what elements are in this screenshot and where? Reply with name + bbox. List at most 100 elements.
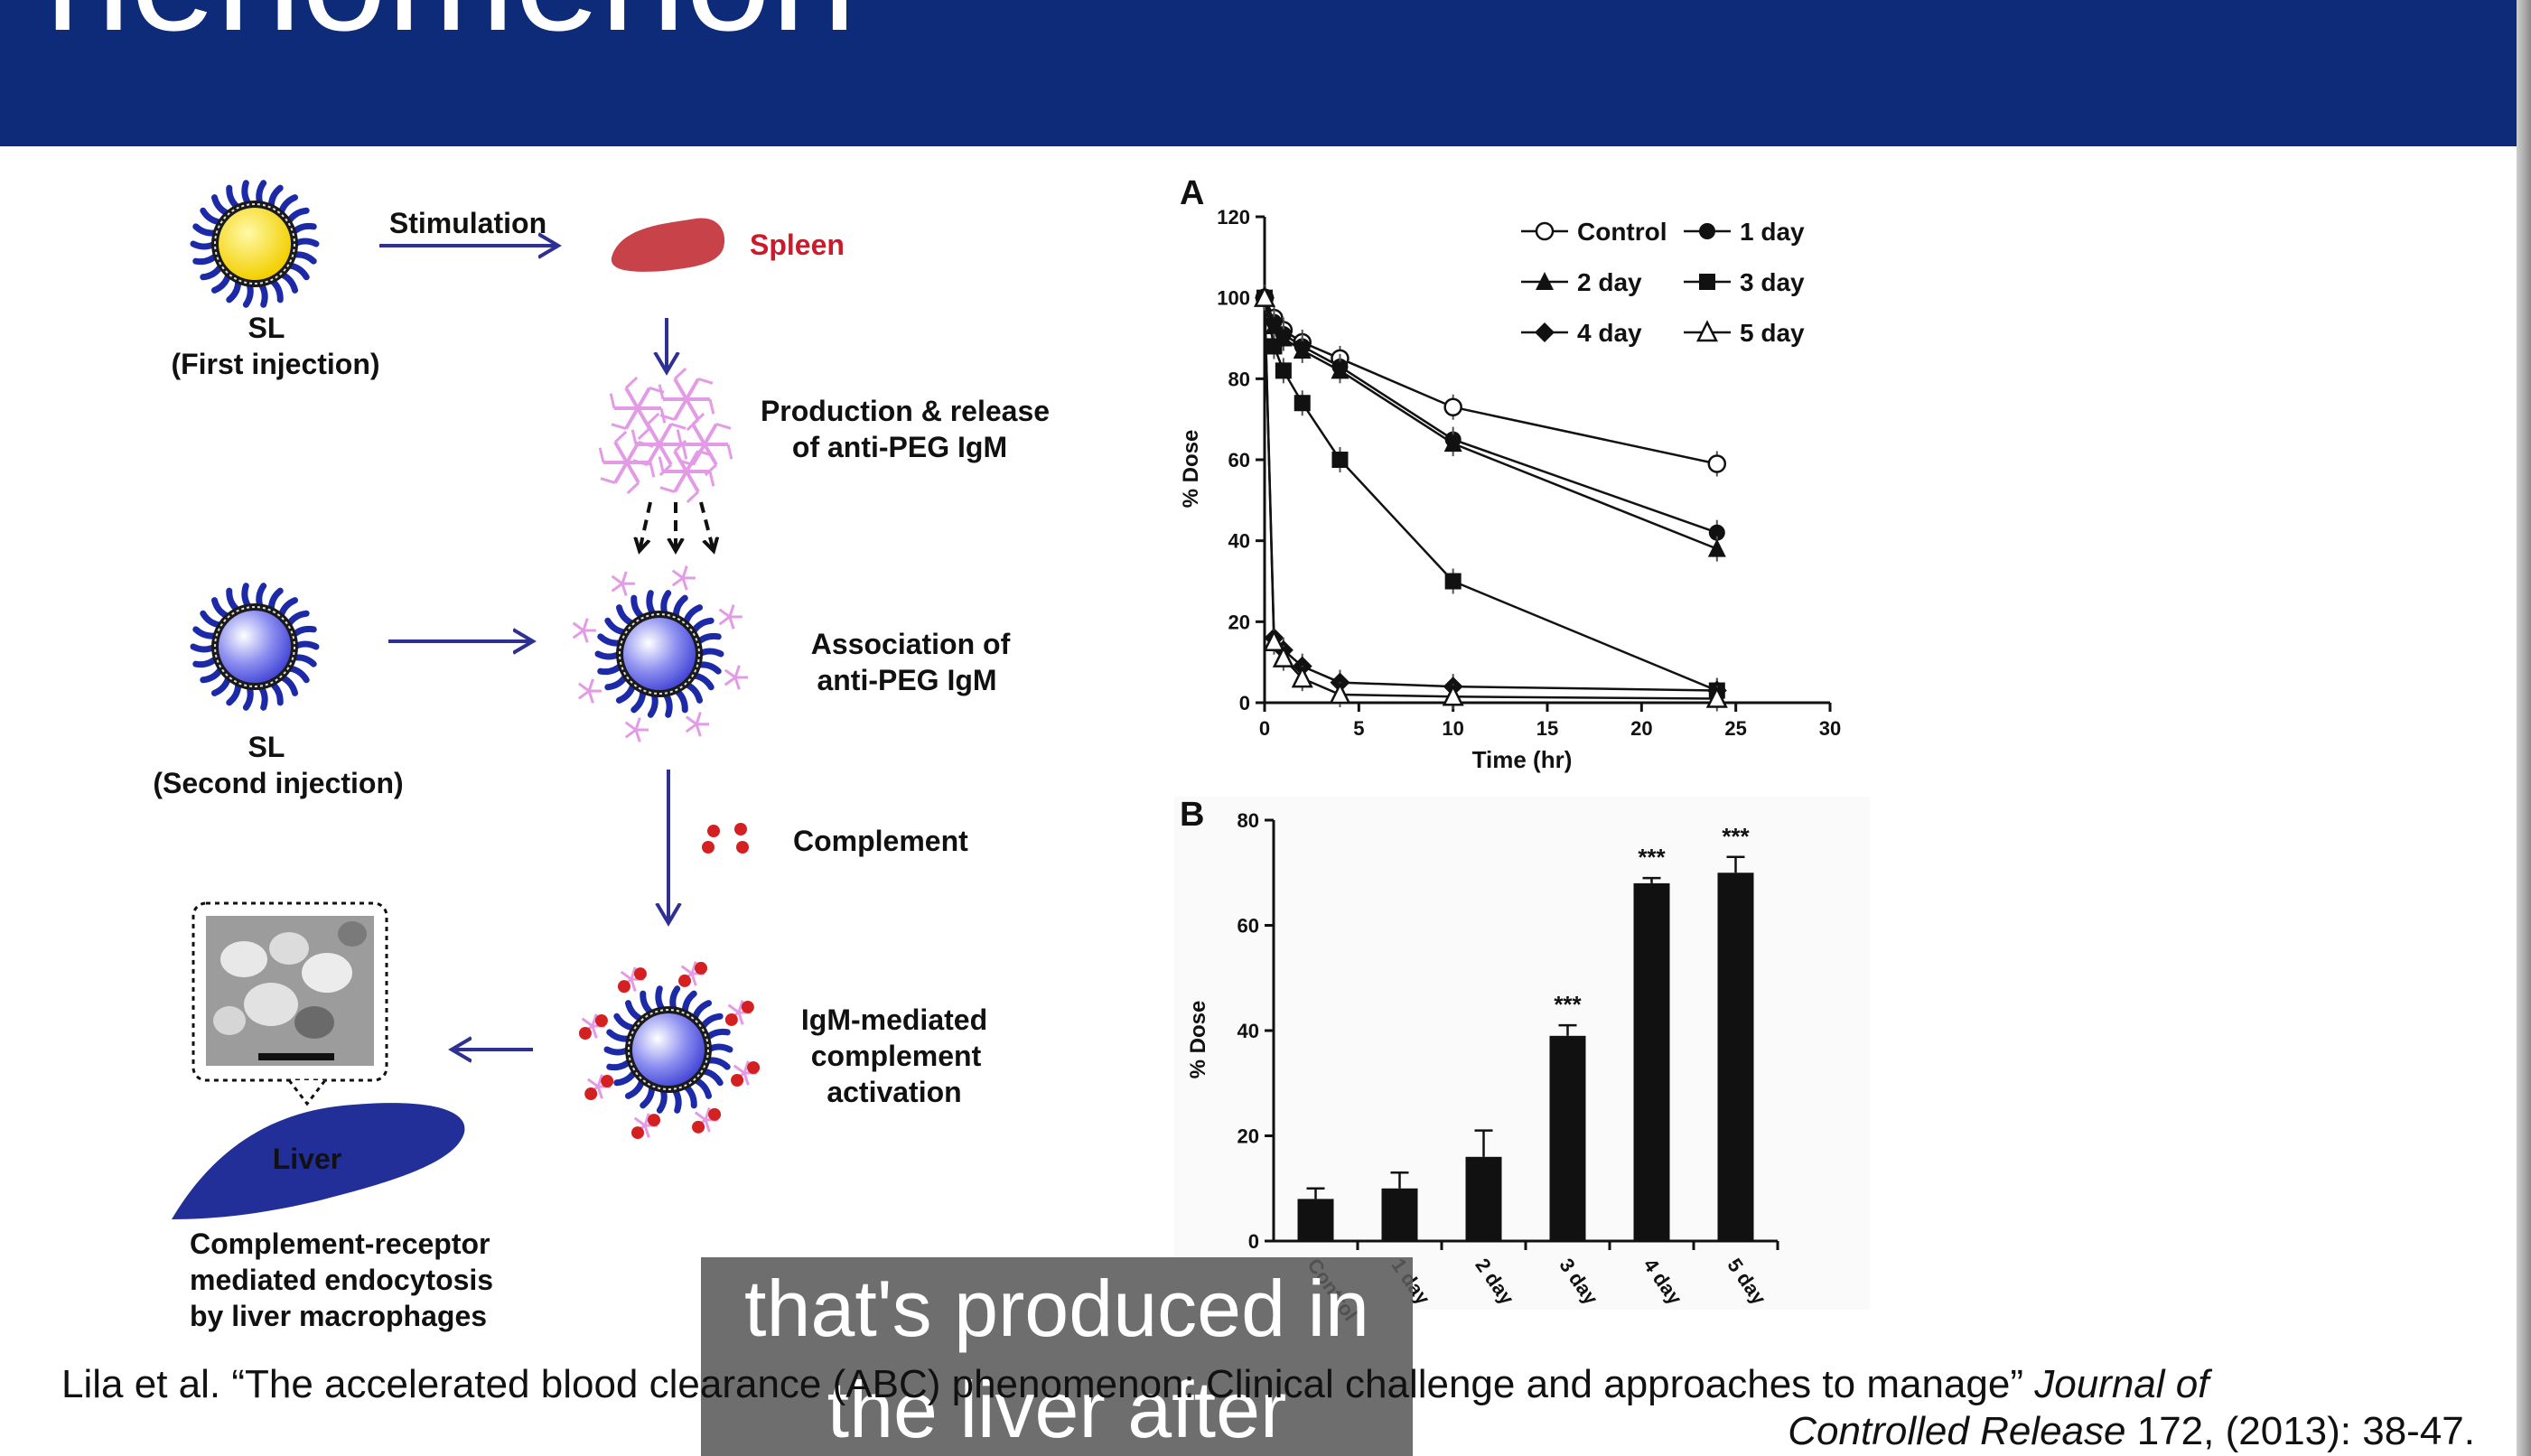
chart-b-y-tick-label: 60: [1237, 915, 1259, 938]
chart-b-bar: [1549, 1035, 1586, 1241]
chart-a-point: [1294, 395, 1311, 412]
chart-a-x-tick-label: 5: [1353, 717, 1364, 740]
chart-b-panel: [1174, 797, 1870, 1310]
slide-title: henomenon: [45, 0, 856, 54]
chart-a-point: [1707, 454, 1727, 473]
legend-label: 1 day: [1740, 218, 1805, 246]
chart-a-series: [1253, 285, 1728, 712]
chart-a-point: [1705, 686, 1728, 708]
endocytosis-label-2: mediated endocytosis: [190, 1264, 493, 1296]
citation-volume: 172, (2013): 38-47.: [2136, 1409, 2475, 1453]
caption-line-1: that's produced in: [744, 1264, 1369, 1353]
legend-label: Control: [1577, 218, 1667, 246]
chart-b-significance: ***: [1554, 991, 1582, 1018]
chart-b-bar: [1633, 882, 1670, 1241]
chart-b-significance: ***: [1722, 823, 1750, 850]
chart-a-point: [1708, 524, 1725, 541]
chart-a-line: A 0 5 10 15 20 25 30 0 20 40 60 80 100 120 Time (hr) % …: [1179, 174, 1841, 773]
liposome-complement-activated: [578, 961, 761, 1140]
chart-a-point: [1329, 682, 1351, 705]
chart-a-point: [1253, 285, 1276, 307]
panel-b-label: B: [1180, 796, 1204, 834]
citation-line-2: Controlled Release 172, (2013): 38-47.: [1788, 1409, 2475, 1454]
chart-a-point: [1444, 573, 1462, 590]
chart-a-x-tick-label: 10: [1442, 717, 1463, 740]
chart-a-point: [1707, 538, 1726, 557]
citation-line-1: Lila et al. “The accelerated blood clear…: [61, 1362, 2209, 1407]
chart-b-y-label: % Dose: [1186, 1001, 1210, 1079]
anti-peg-igm-cluster: [598, 367, 733, 504]
slide-header: henomenon: [0, 0, 2517, 146]
citation-authors-title: Lila et al. “The accelerated blood clear…: [61, 1362, 2023, 1406]
chart-a-point: [1275, 362, 1292, 379]
slide-figure: Stimulation Spleen SL (First injection) …: [153, 174, 1870, 1332]
chart-a-x-tick-label: 0: [1259, 717, 1270, 740]
citation: Lila et al. “The accelerated blood clear…: [61, 1362, 2475, 1454]
window-edge: [2517, 0, 2531, 1456]
chart-b-y-tick-label: 20: [1237, 1125, 1259, 1148]
production-label-2: of anti-PEG IgM: [792, 431, 1007, 463]
legend-marker: [1535, 221, 1555, 241]
legend-marker: [1699, 223, 1715, 239]
dashed-arrow-right: [699, 501, 714, 551]
micrograph-inset: [191, 901, 388, 1106]
chart-b-y-tick-label: 40: [1237, 1020, 1259, 1042]
chart-a-y-tick-label: 60: [1228, 449, 1250, 471]
chart-a-series-2: [1256, 285, 1726, 562]
chart-a-y-tick-label: 0: [1239, 692, 1250, 714]
chart-a-legend: Control 1 day 2 day 3 day 4 day 5 day: [1521, 218, 1805, 347]
legend-marker: [1536, 272, 1554, 290]
chart-b-bar: [1717, 873, 1754, 1241]
legend-marker: [1535, 322, 1555, 342]
sl-second-label: SL: [248, 731, 285, 763]
chart-b-y-tick-label: 0: [1248, 1230, 1259, 1253]
slide-body: Stimulation Spleen SL (First injection) …: [0, 146, 2517, 1456]
chart-a-x-tick-label: 25: [1724, 717, 1746, 740]
chart-a-y-tick-label: 100: [1217, 287, 1250, 310]
chart-a-x-tick-label: 20: [1630, 717, 1652, 740]
chart-a-point: [1442, 684, 1464, 706]
citation-journal-end: Controlled Release: [1788, 1409, 2126, 1453]
igm-label-3: activation: [827, 1076, 961, 1108]
stimulation-label: Stimulation: [389, 207, 546, 239]
chart-a-y-tick-label: 40: [1228, 530, 1250, 553]
igm-label-1: IgM-mediated: [801, 1003, 987, 1036]
chart-b-y-tick-label: 80: [1237, 809, 1259, 832]
sl-first-sub: (First injection): [171, 348, 379, 380]
chart-a-line: [1263, 297, 1718, 550]
association-label-1: Association of: [811, 628, 1011, 660]
chart-a-point: [1293, 340, 1312, 359]
sl-first-label: SL: [248, 312, 285, 344]
complement-dots: [702, 823, 749, 854]
chart-a-x-label: Time (hr): [1472, 746, 1573, 773]
chart-a-series-5: [1253, 285, 1728, 712]
endocytosis-label-1: Complement-receptor: [190, 1227, 490, 1260]
chart-a-point: [1265, 316, 1284, 335]
chart-a-series-3: [1256, 285, 1725, 704]
chart-a-point: [1443, 434, 1462, 453]
complement-label: Complement: [793, 825, 968, 857]
chart-a-line: [1263, 297, 1718, 465]
liver-shape: [172, 1103, 465, 1219]
legend-label: 3 day: [1740, 268, 1805, 296]
panel-a-label: A: [1180, 174, 1204, 212]
production-label-1: Production & release: [761, 395, 1050, 427]
chart-a-y-tick-label: 80: [1228, 368, 1250, 390]
liposome-first-injection: [190, 180, 320, 308]
chart-b-bar: [1465, 1156, 1502, 1241]
chart-a-point: [1443, 397, 1462, 416]
legend-marker: [1699, 274, 1715, 290]
chart-a-x-tick-label: 15: [1536, 717, 1558, 740]
liposome-second-injection: [190, 583, 320, 711]
association-label-2: anti-PEG IgM: [817, 664, 996, 696]
dashed-arrow-left: [640, 501, 652, 551]
video-caption: that's produced in the liver after: [701, 1257, 1413, 1456]
chart-a-x-tick-label: 30: [1819, 717, 1841, 740]
chart-b-bar: [1297, 1199, 1334, 1241]
chart-a-point: [1331, 360, 1350, 379]
chart-a-y-label: % Dose: [1179, 430, 1203, 509]
caption-line-2: the liver after: [827, 1365, 1287, 1454]
chart-a-point: [1331, 452, 1349, 468]
chart-a-point: [1291, 666, 1313, 688]
spleen-label: Spleen: [750, 229, 845, 261]
